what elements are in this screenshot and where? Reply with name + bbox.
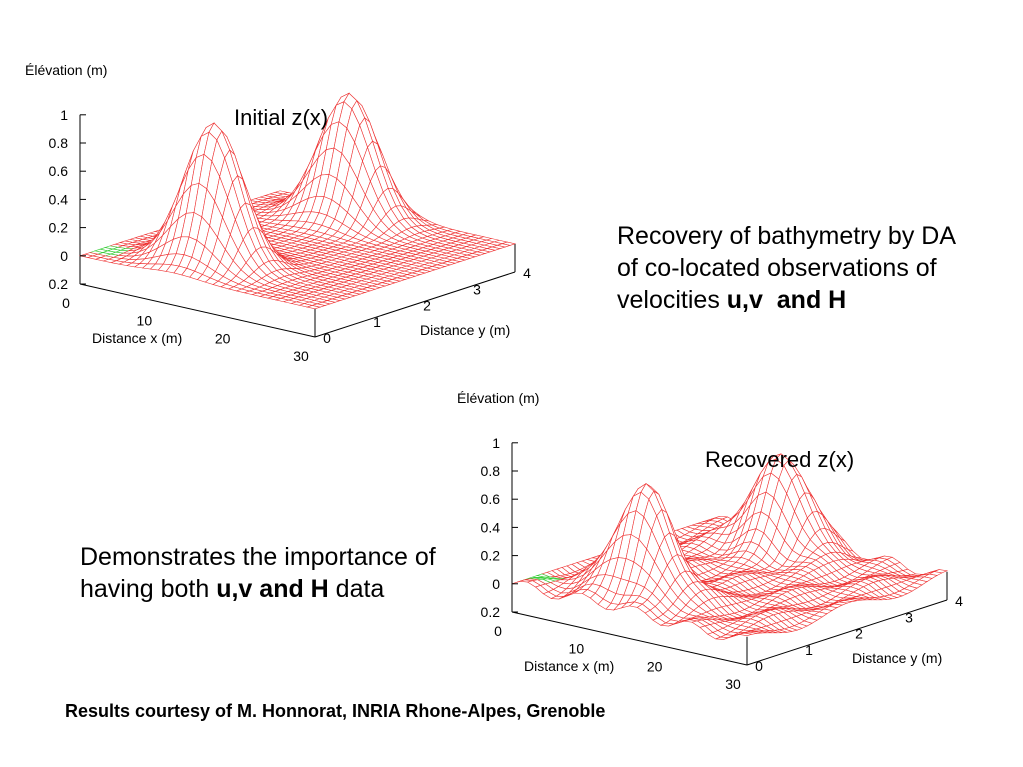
x-axis-label: Distance x (m): [92, 330, 182, 346]
y-tick-label: 3: [473, 281, 481, 297]
axis-line: [314, 271, 516, 338]
z-tick-label: 1: [492, 435, 500, 451]
z-axis-label: Élévation (m): [457, 390, 539, 406]
z-tick-label: 0.4: [481, 519, 501, 535]
x-tick-label: 20: [215, 330, 231, 346]
mesh-cell: [306, 305, 322, 310]
z-tick-label: 0: [60, 248, 68, 264]
z-tick-label: 0.2: [49, 276, 69, 292]
x-tick-label: 10: [569, 641, 585, 657]
z-tick-label: 0.2: [49, 220, 69, 236]
note: Demonstrates the importance of having bo…: [80, 541, 450, 605]
y-axis-label: Distance y (m): [852, 650, 942, 666]
z-axis-label: Élévation (m): [25, 62, 107, 78]
z-tick-label: 0.6: [49, 163, 69, 179]
footer: Results courtesy of M. Honnorat, INRIA R…: [65, 701, 606, 721]
z-tick-label: 0.8: [481, 463, 501, 479]
y-tick-label: 4: [523, 265, 531, 281]
z-tick-label: 0.4: [49, 191, 69, 207]
axis-line: [746, 599, 948, 666]
y-tick-label: 0: [323, 330, 331, 346]
axis-line: [511, 611, 748, 666]
x-tick-label: 20: [647, 658, 663, 674]
plot-title: Recovered z(x): [705, 447, 854, 472]
y-tick-label: 1: [805, 642, 813, 658]
note-bold: u,v and H: [216, 575, 329, 603]
surface-plot: 1 0.8 0.6 0.4 0.2 0 0.2 0 10 20 30 0 1 2 3 4 Distance x …: [457, 390, 963, 692]
x-tick-label: 30: [725, 676, 741, 692]
y-tick-label: 0: [755, 658, 763, 674]
y-tick-label: 1: [373, 314, 381, 330]
y-axis-label: Distance y (m): [420, 322, 510, 338]
note-text: Demonstrates the importance of having bo…: [80, 543, 443, 603]
z-tick-label: 0.2: [481, 548, 501, 564]
y-tick-label: 3: [905, 609, 913, 625]
z-tick-label: 0.2: [481, 604, 501, 620]
mesh-cell: [739, 632, 753, 636]
surface-plot: 1 0.8 0.6 0.4 0.2 0 0.2 0 10 20 30 0 1 2 3 4 Distance x …: [25, 62, 531, 364]
plot-title: Initial z(x): [234, 105, 328, 130]
x-tick-label: 0: [62, 295, 70, 311]
y-tick-label: 4: [955, 593, 963, 609]
x-tick-label: 0: [494, 623, 502, 639]
note-bold: u,v and H: [726, 286, 847, 314]
y-tick-label: 2: [423, 298, 431, 314]
z-tick-label: 0.6: [481, 491, 501, 507]
note: Recovery of bathymetry by DA of co-locat…: [617, 220, 962, 316]
x-tick-label: 10: [137, 313, 153, 329]
axis-line: [79, 283, 316, 338]
z-tick-label: 0.8: [49, 135, 69, 151]
x-axis-label: Distance x (m): [524, 658, 614, 674]
z-tick-label: 0: [492, 576, 500, 592]
x-tick-label: 30: [293, 348, 309, 364]
note-text: Recovery of bathymetry by DA of co-locat…: [617, 222, 962, 314]
z-tick-label: 1: [60, 107, 68, 123]
note-text: data: [328, 575, 385, 603]
y-tick-label: 2: [855, 626, 863, 642]
